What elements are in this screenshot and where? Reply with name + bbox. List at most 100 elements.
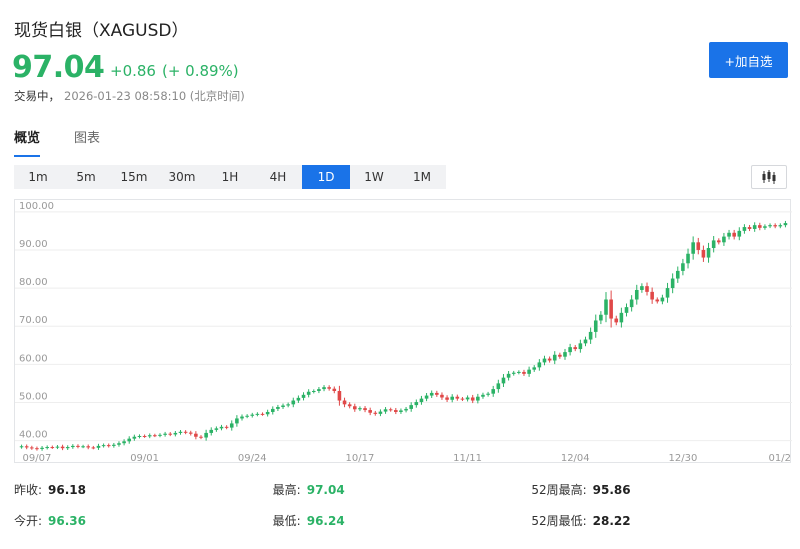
candlestick-icon [762, 170, 776, 184]
x-tick-label: 09/01 [130, 453, 159, 464]
candle-body [706, 248, 711, 258]
x-tick-label: 12/30 [668, 453, 697, 464]
candle-body [491, 389, 496, 394]
candle-body [229, 423, 234, 428]
candle-body [711, 240, 716, 249]
stats-panel: 昨收: 96.18 最高: 97.04 52周最高: 95.86 今开: 96.36 最… [14, 474, 790, 536]
candle-body [122, 441, 126, 444]
timestamp: 2026-01-23 08:58:10 (北京时间) [64, 89, 245, 103]
range-30m[interactable]: 30m [168, 170, 196, 184]
candle-body [660, 297, 665, 302]
y-tick-label: 60.00 [19, 353, 48, 364]
stat-low: 最低: 96.24 [272, 514, 345, 528]
stat-52w-low: 52周最低: 28.22 [531, 514, 631, 528]
candle-body [722, 236, 726, 243]
candle-body [634, 289, 639, 300]
candle-body [101, 445, 106, 447]
candle-body [732, 232, 736, 237]
candle-body [435, 392, 439, 395]
price-chart[interactable]: 100.00 90.00 80.00 70.00 60.00 50.00 40.00 09/0… [14, 199, 792, 464]
candle-body [691, 242, 695, 254]
stat-52w-high: 52周最高: 95.86 [531, 483, 631, 497]
view-tabs: 概览 图表 [14, 127, 134, 157]
candle-body [178, 431, 183, 433]
range-1d[interactable]: 1D [302, 165, 350, 189]
candle-body [552, 354, 557, 361]
candle-body [250, 414, 255, 416]
candle-body [593, 320, 598, 332]
candle-body [347, 404, 352, 407]
range-4h[interactable]: 4H [269, 170, 287, 184]
tab-overview[interactable]: 概览 [14, 127, 41, 157]
candle-body [142, 435, 147, 437]
tab-chart[interactable]: 图表 [74, 131, 101, 146]
candle-body [50, 447, 55, 449]
x-tick-label: 10/17 [346, 453, 375, 464]
candle-body [317, 389, 321, 391]
candle-body [486, 393, 490, 395]
candle-body [214, 428, 219, 430]
candle-body [696, 242, 701, 250]
stat-prev-close: 昨收: 96.18 [14, 483, 87, 497]
change-value: +0.86 [110, 62, 156, 80]
candle-body [583, 339, 588, 344]
status-text: 交易中， [14, 89, 60, 103]
candle-body [188, 432, 193, 434]
candle-body [563, 352, 567, 357]
candle-body [629, 299, 634, 308]
candle-body [675, 270, 680, 279]
candle-body [127, 438, 132, 442]
candle-body [465, 397, 470, 400]
trade-status: 交易中， 2026-01-23 08:58:10 (北京时间) [14, 88, 245, 104]
range-1h[interactable]: 1H [221, 170, 239, 184]
candle-body [322, 387, 326, 390]
candle-body [40, 447, 44, 449]
candle-body [270, 408, 275, 412]
candle-body [527, 369, 531, 374]
candle-body [655, 299, 660, 302]
add-watchlist-button[interactable]: +加自选 [709, 42, 788, 78]
candle-body [173, 432, 178, 435]
page-title: 现货白银（XAGUSD） [14, 21, 189, 41]
stat-open: 今开: 96.36 [14, 514, 87, 528]
range-15m[interactable]: 15m [120, 170, 148, 184]
candle-body [137, 435, 142, 437]
candle-body [394, 410, 398, 412]
candle-body [783, 223, 788, 226]
candle-body [752, 225, 757, 229]
candle-body [194, 433, 198, 437]
range-5m[interactable]: 5m [76, 170, 96, 184]
range-1m[interactable]: 1m [28, 170, 48, 184]
candle-body [301, 394, 306, 398]
candle-body [383, 409, 388, 412]
candle-body [496, 383, 501, 390]
candle-body [578, 343, 583, 350]
candle-body [665, 288, 670, 298]
candle-body [614, 318, 619, 323]
y-tick-label: 50.00 [19, 391, 48, 402]
candle-body [747, 227, 752, 229]
candle-body [470, 397, 475, 401]
candle-body [716, 240, 721, 243]
candle-body [424, 395, 429, 399]
candle-body [158, 434, 162, 436]
candle-body [378, 411, 383, 414]
candlestick-chart: 100.00 90.00 80.00 70.00 60.00 50.00 40.00 09/0… [15, 201, 792, 464]
candle-body [55, 446, 60, 448]
candle-body [45, 447, 49, 449]
candle-body [481, 394, 485, 397]
candle-body [737, 230, 742, 237]
x-tick-label: 12/04 [561, 453, 590, 464]
candle-body [619, 312, 624, 323]
range-1w[interactable]: 1W [364, 170, 384, 184]
candle-body [219, 426, 224, 429]
range-1mo[interactable]: 1M [413, 170, 431, 184]
chart-type-button[interactable] [751, 165, 787, 189]
candle-body [558, 354, 562, 357]
candle-body [199, 436, 203, 438]
candle-body [609, 299, 613, 319]
change-percent: (+ 0.89%) [161, 62, 239, 80]
y-tick-label: 40.00 [19, 430, 48, 441]
candle-body [599, 314, 603, 321]
candle-body [286, 404, 290, 406]
